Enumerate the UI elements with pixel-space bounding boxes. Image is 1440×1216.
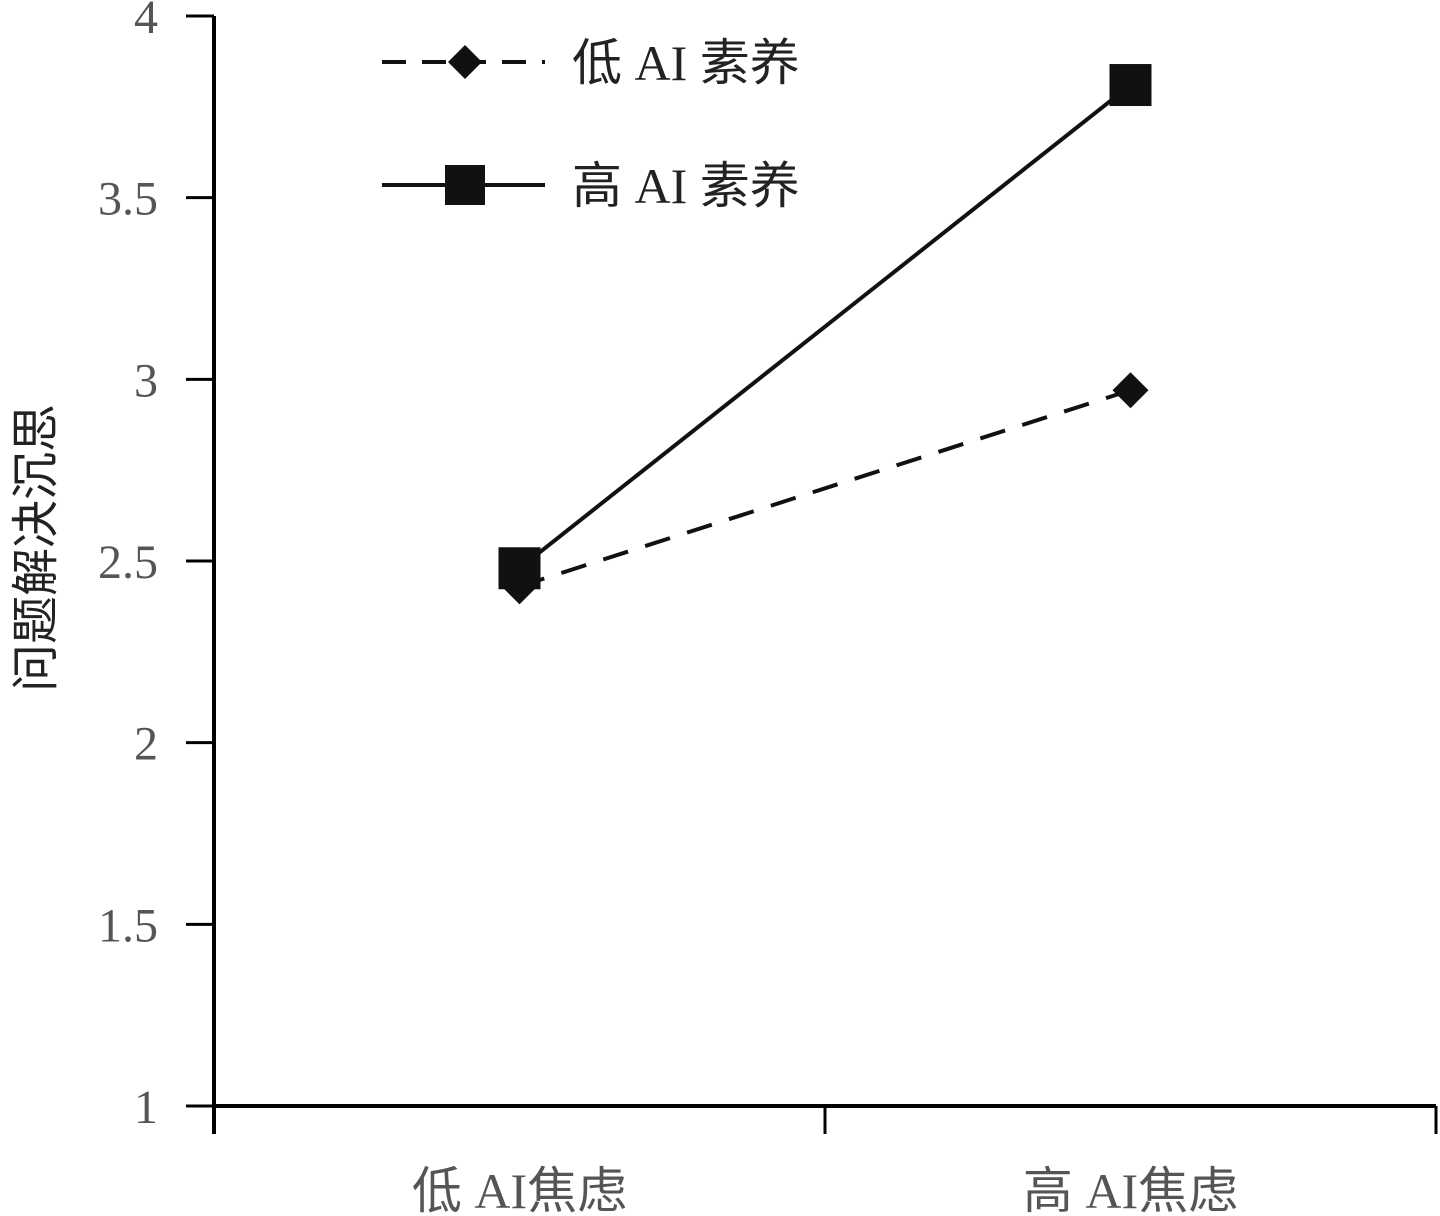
legend-item-2: 高 AI 素养 [382, 158, 800, 214]
x-tick-label: 低 AI焦虑 [412, 1163, 627, 1216]
series-line [518, 388, 1132, 589]
series-line [518, 83, 1132, 570]
legend-label: 低 AI 素养 [572, 35, 800, 91]
x-tick-label: 高 AI焦虑 [1023, 1163, 1238, 1216]
y-tick-label: 4 [134, 0, 158, 44]
axes: 1 1.5 2 2.5 3 3.5 4 低 AI焦虑 高 AI焦虑 [98, 0, 1438, 1216]
y-tick-label: 1 [134, 1081, 158, 1134]
legend-item-1: 低 AI 素养 [382, 35, 800, 91]
data-point [1112, 372, 1149, 409]
y-tick-label: 2 [134, 718, 158, 771]
y-tick-label: 3.5 [98, 173, 158, 226]
y-axis-title: 问题解决沉思 [10, 404, 63, 692]
y-tick-label: 3 [134, 354, 158, 407]
y-tick-label: 1.5 [98, 899, 158, 952]
legend: 低 AI 素养高 AI 素养 [382, 35, 800, 214]
data-point [498, 547, 541, 590]
legend-marker [448, 45, 482, 79]
data-point [1109, 64, 1152, 107]
series-1 [501, 372, 1149, 605]
series-2 [498, 64, 1152, 590]
legend-marker [445, 165, 485, 205]
legend-label: 高 AI 素养 [572, 158, 800, 214]
y-tick-label: 2.5 [98, 536, 158, 589]
plot-area [498, 64, 1152, 605]
